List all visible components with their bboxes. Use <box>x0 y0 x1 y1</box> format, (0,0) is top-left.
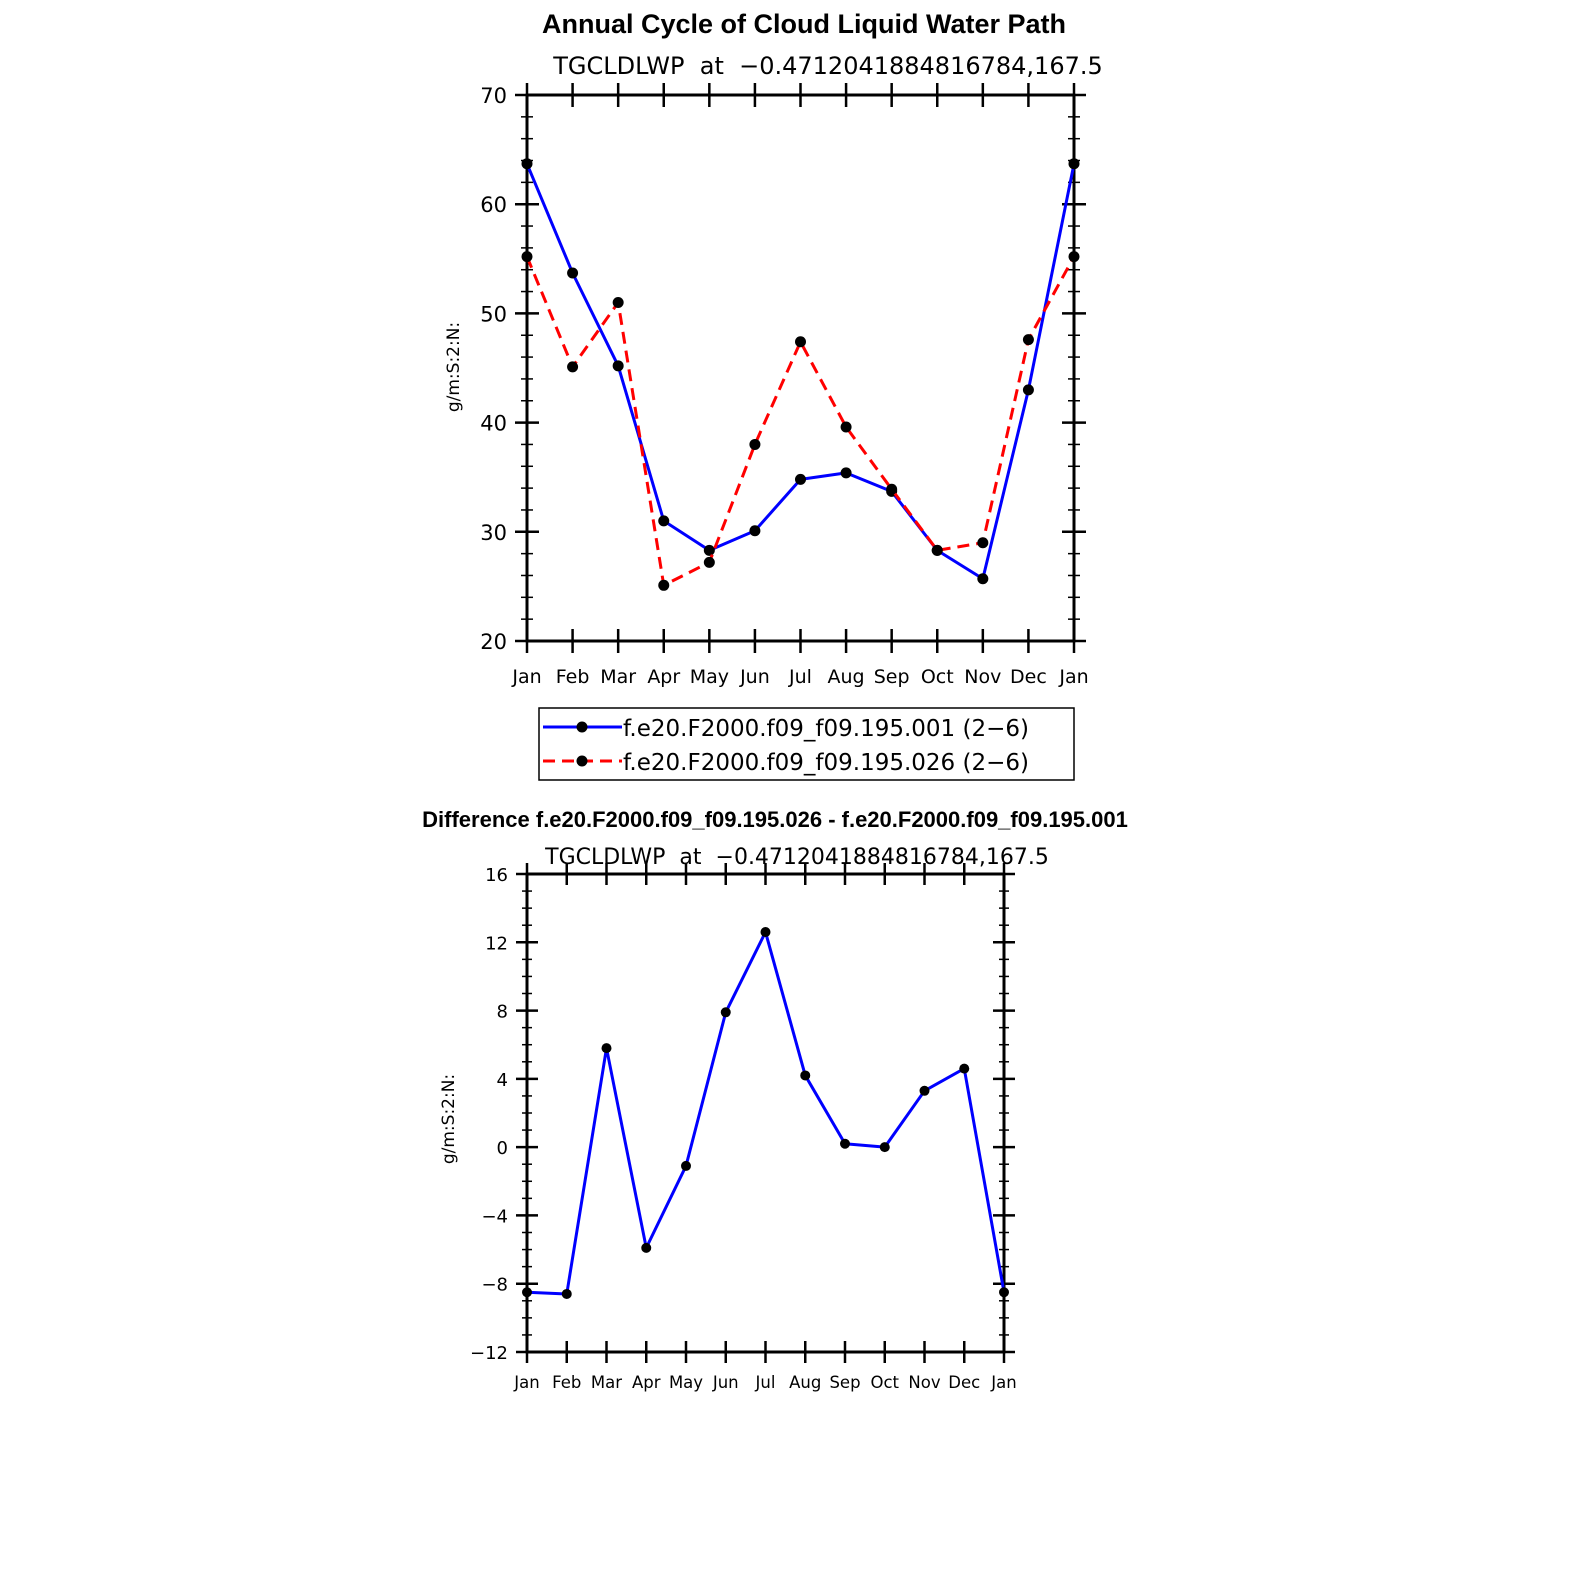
chart1-subtitle: TGCLDLWP at −0.4712041884816784,167.5 <box>552 52 1103 80</box>
legend-marker-series1 <box>576 721 588 733</box>
chart2-title: Difference f.e20.F2000.f09_f09.195.026 -… <box>422 807 1128 832</box>
chart1-series1-point <box>840 467 852 479</box>
chart2-series1-point <box>681 1160 691 1171</box>
legend-label-series1: f.e20.F2000.f09_f09.195.001 (2−6) <box>623 716 1029 742</box>
chart2-month-label: Apr <box>632 1373 661 1392</box>
chart1-month-label: Nov <box>964 666 1001 688</box>
chart2-series1-point <box>522 1287 532 1298</box>
chart1-legend: f.e20.F2000.f09_f09.195.001 (2−6) f.e20.… <box>538 707 1075 781</box>
chart2-series-line-1 <box>526 930 1006 1296</box>
chart1-month-label: Aug <box>828 666 865 688</box>
chart1-series1-point <box>521 158 533 170</box>
chart2-month-label: Jul <box>755 1373 776 1392</box>
chart1-title: Annual Cycle of Cloud Liquid Water Path <box>542 9 1066 39</box>
chart1-series2-point <box>658 579 670 591</box>
chart1-series1-point <box>612 360 624 372</box>
chart2-month-label: May <box>669 1373 703 1392</box>
chart1-month-label: Jan <box>1058 666 1088 688</box>
chart1-series1-point <box>749 525 761 537</box>
chart1-month-label: Mar <box>600 666 636 688</box>
chart2-ytick-label: 16 <box>485 865 508 886</box>
chart1-series-line-1 <box>525 163 1076 581</box>
chart2-series1-point <box>919 1085 930 1096</box>
chart2-series1-point <box>800 1070 811 1081</box>
chart2-month-label: Sep <box>829 1373 860 1392</box>
chart1-ytick-label: 20 <box>480 630 507 654</box>
chart2-ytick-label: −4 <box>481 1206 508 1227</box>
chart1-ytick-label: 30 <box>480 521 507 545</box>
chart1-ylabel: g/m:S:2:N: <box>444 322 464 412</box>
chart1-series2-point <box>1068 251 1080 263</box>
chart1-month-label: Dec <box>1010 666 1047 688</box>
chart2-series1-point <box>601 1043 612 1054</box>
chart1-series2-point <box>931 544 943 556</box>
chart2-ytick-label: 12 <box>485 933 508 954</box>
chart2-month-label: Mar <box>591 1373 622 1392</box>
chart2-ytick-label: −12 <box>470 1343 508 1364</box>
chart2-plot: −12 −8 −4 0 4 8 12 16 Jan Feb Mar Apr May Jun Jul Aug Se… <box>470 863 1017 1392</box>
chart2-series1-point <box>641 1242 652 1253</box>
chart1-series1-point <box>795 473 806 485</box>
chart2-series1-point <box>879 1142 890 1153</box>
chart2-month-label: Nov <box>908 1373 940 1392</box>
chart1-month-label: Jan <box>511 666 541 688</box>
chart2-subtitle: TGCLDLWP at −0.4712041884816784,167.5 <box>544 845 1049 870</box>
chart2-series1-point <box>840 1138 850 1149</box>
legend-box <box>538 707 1075 781</box>
chart2-series1-point <box>760 927 771 938</box>
chart2-month-label: Feb <box>552 1373 581 1392</box>
chart2-series1-point <box>561 1288 572 1299</box>
chart2-ylabel: g/m:S:2:N: <box>439 1074 459 1164</box>
chart1-month-label: Sep <box>874 666 910 688</box>
chart1-series2-point <box>749 438 761 450</box>
legend-label-series2: f.e20.F2000.f09_f09.195.026 (2−6) <box>623 750 1029 776</box>
chart2-series1-point <box>999 1287 1009 1298</box>
chart2-ytick-label: 0 <box>497 1138 508 1159</box>
chart1-series2-point <box>840 421 852 433</box>
chart1-series1-point <box>977 573 989 585</box>
chart2-month-label: Oct <box>870 1373 899 1392</box>
chart1-series2-point <box>886 483 898 495</box>
chart1-ytick-label: 40 <box>480 412 507 436</box>
chart2-ytick-label: 8 <box>497 1002 508 1023</box>
chart2-ytick-label: 4 <box>497 1070 508 1091</box>
chart1-series2-point <box>1022 334 1034 346</box>
chart2-month-label: Jan <box>990 1373 1016 1392</box>
chart2-series1-point <box>720 1007 731 1018</box>
chart2-month-label: Aug <box>789 1373 821 1392</box>
chart1-month-label: Feb <box>556 666 590 688</box>
chart1-series2-point <box>567 361 579 373</box>
chart1-series1-point <box>567 267 579 279</box>
chart1-series1-point <box>1022 384 1034 396</box>
chart1-series2-point <box>977 537 989 549</box>
chart1-month-label: May <box>690 666 729 688</box>
chart1-series2-point <box>612 296 624 308</box>
chart1-ytick-label: 50 <box>480 302 507 326</box>
chart1-series2-point <box>703 556 715 568</box>
legend-marker-series2 <box>576 755 588 767</box>
chart2-month-label: Dec <box>948 1373 980 1392</box>
chart1-month-label: Jun <box>739 666 770 688</box>
chart2-ytick-label: −8 <box>481 1275 508 1296</box>
chart1-frame <box>525 93 1076 643</box>
chart1-month-label: Apr <box>647 666 680 688</box>
chart1-series2-point <box>795 336 806 348</box>
chart1-series1-point <box>1068 158 1080 170</box>
chart1-series1-point <box>703 544 715 556</box>
chart2-month-label: Jan <box>513 1373 539 1392</box>
chart1-ytick-label: 70 <box>480 84 507 108</box>
chart1-month-label: Oct <box>921 666 954 688</box>
chart2-frame <box>525 872 1006 1354</box>
chart1-series2-point <box>521 251 533 263</box>
chart2-series1-point <box>959 1063 970 1074</box>
chart1-series1-point <box>658 515 670 527</box>
chart1-month-label: Jul <box>788 666 812 688</box>
chart2-month-label: Jun <box>712 1373 739 1392</box>
chart1-ytick-label: 60 <box>480 193 507 217</box>
chart1-plot: 20 30 40 50 60 70 Jan Feb Mar Apr May Jun Jul Aug Sep O… <box>480 83 1089 688</box>
